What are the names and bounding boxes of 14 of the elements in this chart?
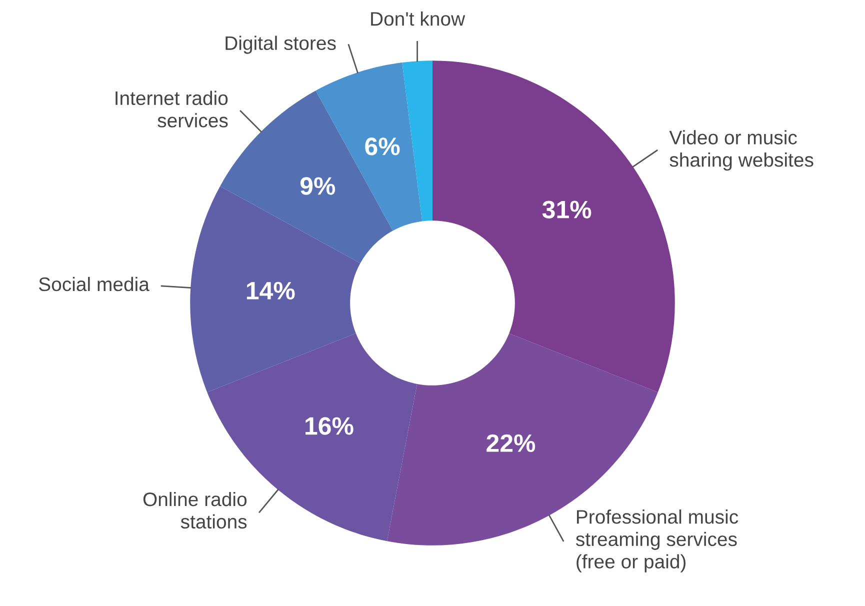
- slice-label: Digital stores: [226, 36, 336, 54]
- slice-label: Internet radio services: [116, 90, 228, 128]
- data-label: 31%: [542, 200, 592, 218]
- data-label: 6%: [365, 138, 400, 156]
- slice-label: Online radio stations: [143, 492, 247, 529]
- donut-slice: [402, 60, 432, 222]
- data-label: 16%: [306, 417, 354, 435]
- data-label: 14%: [246, 282, 295, 300]
- slice-label: Professional music streaming services (free or paid): [576, 509, 738, 572]
- data-label: 9%: [300, 177, 336, 195]
- data-label: 22%: [486, 434, 536, 452]
- slice-label: Video or music sharing websites: [669, 130, 814, 171]
- slice-label: Social media: [38, 276, 150, 292]
- slice-label: Don't know: [371, 11, 466, 26]
